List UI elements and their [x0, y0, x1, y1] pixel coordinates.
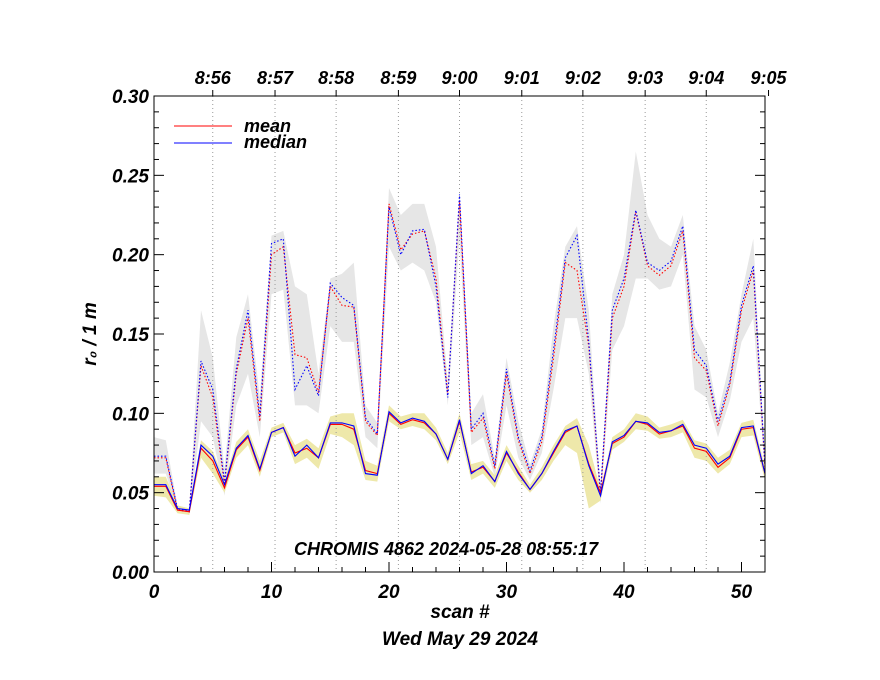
- y-tick-label-1: 0.05: [112, 484, 149, 505]
- x-tick-label-30: 30: [496, 582, 518, 603]
- y-tick-label-6: 0.30: [112, 87, 149, 108]
- series-line-3: [154, 410, 766, 511]
- time-tick-label-5: 9:01: [504, 68, 540, 88]
- x-tick-label-10: 10: [261, 582, 283, 603]
- time-tick-label-0: 8:56: [195, 68, 232, 88]
- time-tick-label-9: 9:05: [751, 68, 788, 88]
- time-tick-label-3: 8:59: [380, 68, 416, 88]
- legend-label-mean: mean: [244, 116, 291, 136]
- chart-annotation-title: CHROMIS 4862 2024-05-28 08:55:17: [294, 539, 599, 559]
- axis-ticks: [153, 90, 770, 573]
- time-tick-label-4: 9:00: [441, 68, 477, 88]
- x-tick-label-40: 40: [612, 582, 635, 603]
- legend-label-median: median: [244, 132, 307, 152]
- time-tick-label-2: 8:58: [318, 68, 354, 88]
- x-tick-label-0: 0: [149, 582, 160, 603]
- y-tick-label-0: 0.00: [112, 563, 149, 584]
- spread-band-1: [154, 405, 765, 515]
- y-tick-label-4: 0.20: [112, 246, 149, 267]
- legend: mean median: [174, 116, 307, 152]
- time-tick-label-1: 8:57: [257, 68, 294, 88]
- x-tick-label-50: 50: [731, 582, 753, 603]
- x-tick-label-20: 20: [377, 582, 400, 603]
- gridlines: [212, 96, 707, 572]
- y-tick-label-2: 0.10: [112, 404, 149, 425]
- x-axis-date-label: Wed May 29 2024: [382, 629, 538, 650]
- series-layer: [154, 194, 766, 513]
- y-tick-label-5: 0.25: [112, 166, 149, 187]
- tick-labels: 8:56 8:57 8:58 8:59 9:00 9:01 9:02 9:03 9:04 9:05…: [112, 68, 788, 603]
- y-axis-label: r₀ / 1 m: [80, 302, 101, 366]
- y-tick-label-3: 0.15: [112, 325, 149, 346]
- time-tick-label-8: 9:04: [688, 68, 724, 88]
- time-tick-label-7: 9:03: [627, 68, 663, 88]
- series-line-1: [154, 194, 766, 513]
- x-axis-label: scan #: [430, 602, 490, 623]
- time-tick-label-6: 9:02: [565, 68, 601, 88]
